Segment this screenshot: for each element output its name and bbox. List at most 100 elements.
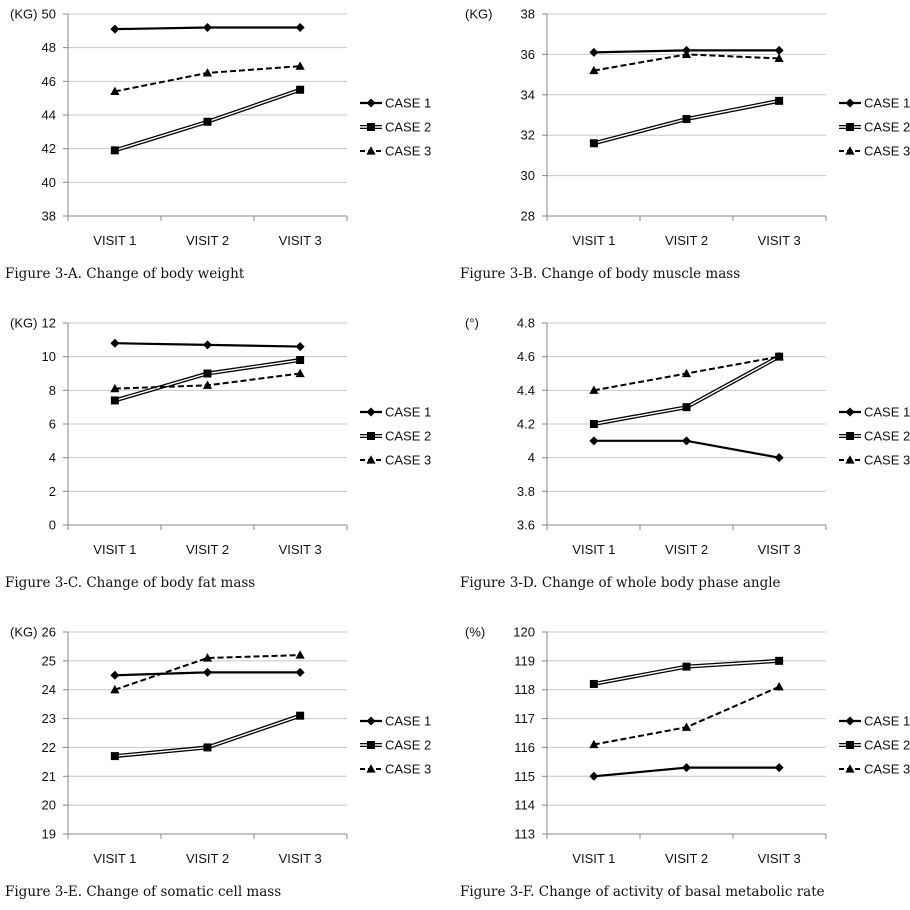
legend-entry-case-3: CASE 3 (839, 762, 910, 777)
y-tick-label: 118 (514, 682, 535, 697)
legend-entry-case-2: CASE 2 (360, 738, 431, 753)
series-case-3 (110, 650, 305, 694)
legend-marker-case-2 (846, 123, 854, 131)
x-category-label: VISIT 1 (572, 542, 615, 557)
data-point-case-2 (682, 115, 691, 124)
legend-marker-case-3 (366, 146, 376, 155)
y-tick-label: 12 (42, 316, 56, 331)
legend-marker-case-1 (845, 98, 855, 108)
y-tick-label: 2 (49, 484, 56, 499)
y-tick-label: 3.6 (517, 518, 535, 533)
data-point-case-1 (589, 436, 599, 446)
y-unit-label: (KG) (10, 316, 37, 331)
y-tick-label: 10 (42, 349, 56, 364)
data-point-case-3 (589, 739, 599, 749)
y-unit-label: (KG) (10, 7, 37, 22)
data-point-case-3 (774, 682, 784, 691)
x-category-label: VISIT 2 (186, 233, 229, 248)
data-point-case-1 (682, 763, 691, 773)
legend-marker-case-1 (845, 716, 855, 726)
data-point-case-3 (110, 684, 120, 694)
legend-label: CASE 1 (385, 405, 431, 420)
y-tick-label: 26 (42, 625, 56, 640)
chart-panel-1: 38 40 42 44 46 48 50 (KG) VISIT 1 VISIT 2 VISIT 3 C… (5, 7, 431, 283)
legend-label: CASE 3 (385, 144, 431, 159)
y-tick-label: 25 (42, 653, 56, 668)
data-point-case-1 (110, 338, 120, 348)
y-unit-label: (KG) (10, 625, 37, 640)
legend-marker-case-2 (846, 432, 854, 440)
legend-entry-case-1: CASE 1 (360, 714, 431, 729)
chart-panel-4: 3.6 3.8 4 4.2 4.4 4.6 4.8 (°) VISIT 1 VISIT 2 VISI… (460, 316, 910, 592)
data-point-case-2 (203, 117, 212, 126)
x-category-label: VISIT 3 (279, 233, 322, 248)
data-point-case-2 (296, 356, 305, 365)
legend-marker-case-1 (845, 407, 855, 417)
data-point-case-3 (774, 53, 784, 63)
legend-marker-case-3 (845, 455, 855, 464)
legend-marker-case-1 (366, 716, 376, 726)
data-point-case-2 (589, 679, 598, 688)
data-point-case-2 (682, 662, 691, 671)
legend-label: CASE 3 (385, 453, 431, 468)
legend-label: CASE 2 (385, 738, 431, 753)
data-point-case-1 (682, 45, 691, 55)
data-point-case-3 (202, 68, 213, 77)
chart-panel-6: 113 114 115 116 117 118 119 120 (%) VISIT 1 VISIT … (460, 625, 910, 901)
legend-marker-case-1 (366, 98, 376, 108)
y-unit-label: (%) (465, 625, 485, 640)
data-point-case-3 (295, 61, 305, 70)
y-tick-label: 19 (42, 827, 56, 842)
data-point-case-2 (110, 396, 119, 405)
legend-entry-case-3: CASE 3 (839, 144, 910, 159)
y-tick-label: 4 (49, 450, 56, 465)
y-tick-label: 22 (42, 740, 56, 755)
y-tick-label: 119 (514, 653, 535, 668)
figure-caption: Figure 3-E. Change of somatic cell mass (5, 884, 281, 900)
figure-caption: Figure 3-C. Change of body fat mass (5, 575, 255, 591)
figure-caption: Figure 3-D. Change of whole body phase a… (460, 575, 781, 591)
y-tick-label: 115 (514, 769, 535, 784)
y-tick-label: 114 (514, 798, 535, 813)
data-point-case-2 (203, 743, 212, 752)
y-tick-label: 4.4 (517, 383, 535, 398)
series-case-2 (110, 711, 305, 761)
data-point-case-2 (589, 420, 598, 428)
data-point-case-3 (110, 86, 120, 96)
legend-label: CASE 2 (864, 738, 910, 753)
series-case-3 (589, 351, 784, 394)
y-tick-label: 117 (514, 711, 535, 726)
legend-entry-case-3: CASE 3 (839, 453, 910, 468)
legend-marker-case-3 (845, 146, 855, 155)
series-case-2 (110, 356, 305, 405)
data-point-case-1 (295, 667, 305, 677)
y-tick-label: 8 (49, 383, 56, 398)
legend-label: CASE 1 (864, 96, 910, 111)
data-point-case-1 (295, 342, 305, 352)
legend-entry-case-2: CASE 2 (839, 738, 910, 753)
data-point-case-1 (203, 340, 212, 350)
y-tick-label: 46 (42, 74, 56, 89)
y-tick-label: 38 (521, 7, 535, 22)
series-case-1 (589, 763, 784, 781)
legend-marker-case-3 (366, 764, 376, 773)
y-tick-label: 4.2 (517, 417, 535, 432)
data-point-case-2 (203, 369, 212, 378)
legend-entry-case-1: CASE 1 (839, 96, 910, 111)
y-tick-label: 23 (42, 711, 56, 726)
figure-caption: Figure 3-F. Change of activity of basal … (460, 884, 825, 900)
legend-entry-case-3: CASE 3 (360, 762, 431, 777)
series-case-1 (589, 436, 784, 463)
series-case-3 (110, 368, 305, 393)
legend-entry-case-2: CASE 2 (360, 120, 431, 135)
legend-entry-case-2: CASE 2 (839, 120, 910, 135)
series-case-2 (589, 656, 784, 688)
legend-entry-case-2: CASE 2 (839, 429, 910, 444)
legend-marker-case-1 (366, 407, 376, 417)
y-tick-label: 50 (42, 7, 56, 22)
x-category-label: VISIT 2 (186, 851, 229, 866)
data-point-case-1 (682, 436, 691, 446)
x-category-label: VISIT 1 (572, 851, 615, 866)
legend-label: CASE 3 (864, 144, 910, 159)
